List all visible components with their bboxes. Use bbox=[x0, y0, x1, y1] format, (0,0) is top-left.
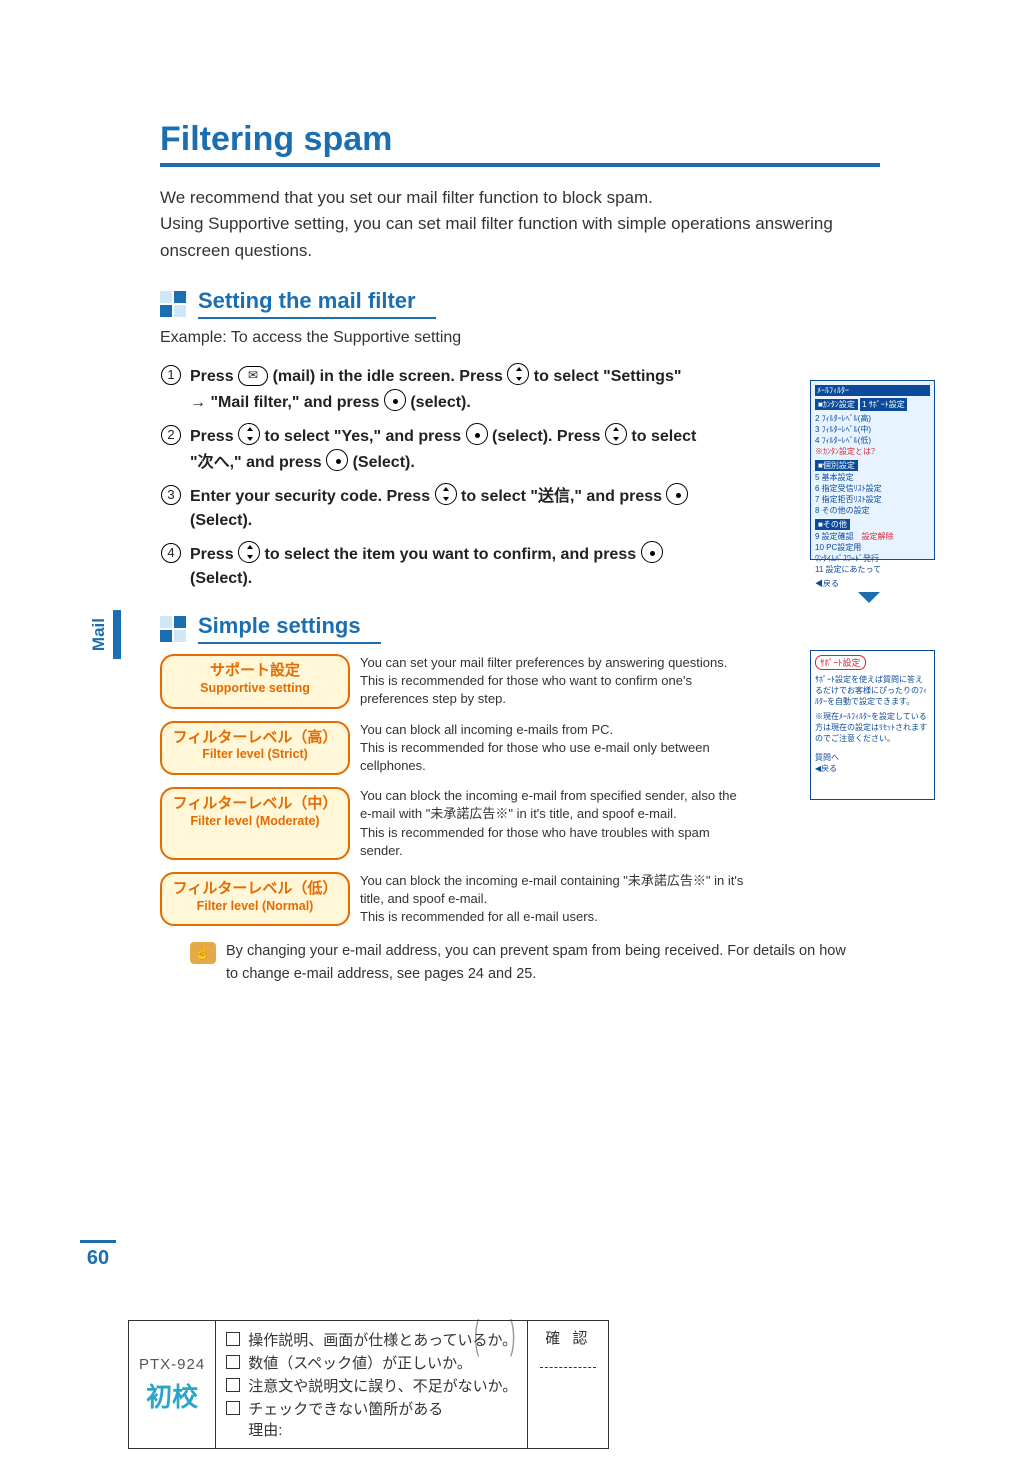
nav-updown-icon bbox=[605, 423, 627, 445]
check-label: 数値（スペック値）が正しいか。 bbox=[248, 1352, 472, 1373]
intro-text: We recommend that you set our mail filte… bbox=[160, 185, 860, 264]
step-num-2: 2 bbox=[161, 425, 181, 445]
center-key-icon bbox=[466, 423, 488, 445]
note-box: ☝ By changing your e-mail address, you c… bbox=[190, 940, 850, 985]
checkbox-icon[interactable] bbox=[226, 1401, 240, 1415]
section-2-title: Simple settings bbox=[198, 613, 381, 644]
pill-en: Filter level (Strict) bbox=[170, 747, 340, 763]
section-2-heading: Simple settings bbox=[160, 613, 900, 644]
pill-jp: サポート設定 bbox=[170, 662, 340, 681]
section-bullet-icon bbox=[160, 291, 186, 317]
step-num-3: 3 bbox=[161, 485, 181, 505]
pill-supportive: サポート設定 Supportive setting bbox=[160, 654, 350, 709]
note-text: By changing your e-mail address, you can… bbox=[226, 940, 850, 985]
proof-code: PTX-924 bbox=[139, 1356, 205, 1373]
step-2-text-b: to select "Yes," and press bbox=[265, 428, 466, 445]
page-number: 60 bbox=[80, 1240, 116, 1270]
pill-strict: フィルターレベル（高） Filter level (Strict) bbox=[160, 721, 350, 776]
pill-en: Filter level (Normal) bbox=[170, 899, 340, 915]
side-tab-mail: Mail bbox=[85, 610, 121, 659]
proof-checklist: 操作説明、画面が仕様とあっているか。 数値（スペック値）が正しいか。 注意文や説… bbox=[216, 1320, 528, 1449]
step-4-text-c: (Select). bbox=[190, 570, 252, 587]
proof-stage: 初校 bbox=[139, 1377, 205, 1414]
proof-checklist-box: PTX-924 初校 操作説明、画面が仕様とあっているか。 数値（スペック値）が… bbox=[128, 1320, 609, 1449]
pill-desc: You can set your mail filter preferences… bbox=[360, 654, 750, 709]
section-1-heading: Setting the mail filter bbox=[160, 288, 900, 319]
setting-row-normal: フィルターレベル（低） Filter level (Normal) You ca… bbox=[160, 872, 750, 927]
setting-row-moderate: フィルターレベル（中） Filter level (Moderate) You … bbox=[160, 787, 750, 860]
center-key-icon bbox=[641, 541, 663, 563]
step-4-text-a: Press bbox=[190, 546, 238, 563]
step-num-1: 1 bbox=[161, 365, 181, 385]
step-2-text-a: Press bbox=[190, 428, 238, 445]
setting-row-strict: フィルターレベル（高） Filter level (Strict) You ca… bbox=[160, 721, 750, 776]
step-3: 3 Enter your security code. Press to sel… bbox=[160, 483, 700, 533]
section-bullet-icon bbox=[160, 616, 186, 642]
phone-screenshot-2: ｻﾎﾟｰﾄ設定 ｻﾎﾟｰﾄ設定を使えば質問に答えるだけでお客様にぴったりのﾌｨﾙ… bbox=[810, 650, 935, 800]
step-1-text-d: (select). bbox=[410, 394, 470, 411]
pill-normal: フィルターレベル（低） Filter level (Normal) bbox=[160, 872, 350, 927]
check-item: 数値（スペック値）が正しいか。 bbox=[226, 1352, 517, 1373]
pill-en: Filter level (Moderate) bbox=[170, 814, 340, 830]
step-2: 2 Press to select "Yes," and press (sele… bbox=[160, 423, 700, 475]
step-4: 4 Press to select the item you want to c… bbox=[160, 541, 700, 591]
center-key-icon bbox=[666, 483, 688, 505]
checkbox-icon[interactable] bbox=[226, 1332, 240, 1346]
proof-confirm-cell: 確 認 bbox=[528, 1320, 609, 1449]
step-4-text-b: to select the item you want to confirm, … bbox=[265, 546, 641, 563]
page-heading: Filtering spam bbox=[160, 120, 900, 159]
proof-id-cell: PTX-924 初校 bbox=[128, 1320, 216, 1449]
flow-arrow-icon bbox=[858, 592, 880, 603]
nav-updown-icon bbox=[507, 363, 529, 385]
steps-list: 1 Press ✉ (mail) in the idle screen. Pre… bbox=[160, 363, 700, 591]
check-item: チェックできない箇所がある 理由: bbox=[226, 1398, 517, 1440]
check-item: 操作説明、画面が仕様とあっているか。 bbox=[226, 1329, 517, 1350]
pill-moderate: フィルターレベル（中） Filter level (Moderate) bbox=[160, 787, 350, 860]
example-line: Example: To access the Supportive settin… bbox=[160, 329, 900, 347]
hand-point-icon: ☝ bbox=[190, 942, 216, 964]
checkbox-icon[interactable] bbox=[226, 1355, 240, 1369]
nav-updown-icon bbox=[435, 483, 457, 505]
step-3-text-a: Enter your security code. Press bbox=[190, 488, 435, 505]
nav-updown-icon bbox=[238, 541, 260, 563]
checkbox-icon[interactable] bbox=[226, 1378, 240, 1392]
step-2-text-c: (select). Press bbox=[492, 428, 605, 445]
heading-rule bbox=[160, 163, 880, 167]
center-key-icon bbox=[384, 389, 406, 411]
center-key-icon bbox=[326, 449, 348, 471]
step-2-text-e: (Select). bbox=[353, 454, 415, 471]
step-num-4: 4 bbox=[161, 543, 181, 563]
mail-key-icon: ✉ bbox=[238, 366, 268, 386]
step-3-text-c: (Select). bbox=[190, 512, 252, 529]
check-label: 注意文や説明文に誤り、不足がないか。 bbox=[248, 1375, 517, 1396]
step-1-text-b: (mail) in the idle screen. Press bbox=[273, 368, 508, 385]
check-item: 注意文や説明文に誤り、不足がないか。 bbox=[226, 1375, 517, 1396]
pill-jp: フィルターレベル（低） bbox=[170, 880, 340, 899]
setting-row-supportive: サポート設定 Supportive setting You can set yo… bbox=[160, 654, 750, 709]
check-label: チェックできない箇所がある 理由: bbox=[248, 1398, 443, 1440]
pill-jp: フィルターレベル（高） bbox=[170, 729, 340, 748]
pill-en: Supportive setting bbox=[170, 681, 340, 697]
step-3-text-b: to select "送信," and press bbox=[461, 488, 666, 505]
check-label: 操作説明、画面が仕様とあっているか。 bbox=[248, 1329, 517, 1350]
nav-updown-icon bbox=[238, 423, 260, 445]
pill-desc: You can block the incoming e-mail contai… bbox=[360, 872, 750, 927]
signature-line[interactable] bbox=[540, 1350, 596, 1368]
pill-desc: You can block the incoming e-mail from s… bbox=[360, 787, 750, 860]
phone-screenshot-1: ﾒｰﾙﾌｨﾙﾀｰ ■ｶﾝﾀﾝ設定 1 ｻﾎﾟｰﾄ設定 2 ﾌｨﾙﾀｰﾚﾍﾞﾙ(高… bbox=[810, 380, 935, 560]
step-1-text-a: Press bbox=[190, 368, 238, 385]
pill-jp: フィルターレベル（中） bbox=[170, 795, 340, 814]
step-1: 1 Press ✉ (mail) in the idle screen. Pre… bbox=[160, 363, 700, 415]
section-1-title: Setting the mail filter bbox=[198, 288, 436, 319]
confirm-label: 確 認 bbox=[545, 1327, 591, 1348]
pill-desc: You can block all incoming e-mails from … bbox=[360, 721, 750, 776]
